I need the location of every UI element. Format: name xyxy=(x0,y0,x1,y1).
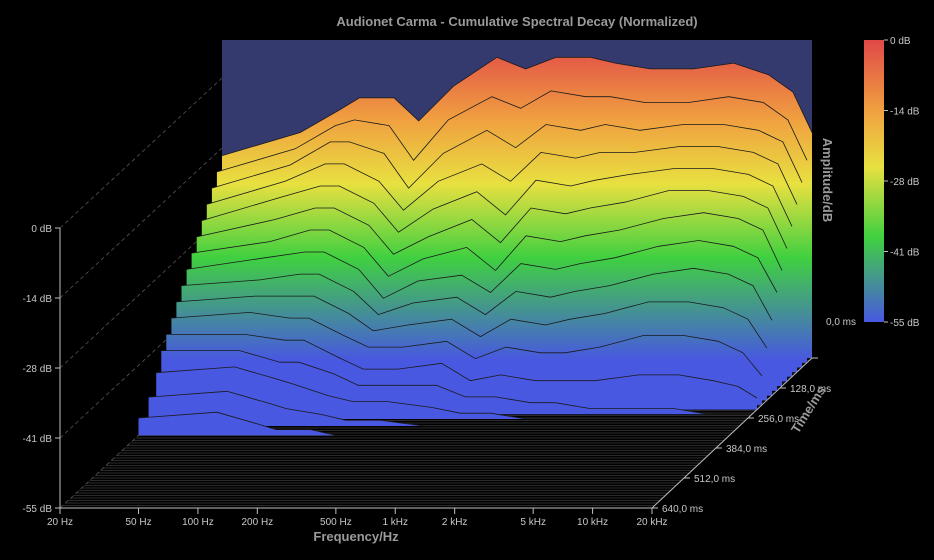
x-axis-title: Frequency/Hz xyxy=(313,529,399,544)
z-tick-label: 384,0 ms xyxy=(726,444,767,455)
x-tick-label: 20 kHz xyxy=(636,517,667,528)
chart-title: Audionet Carma - Cumulative Spectral Dec… xyxy=(336,14,697,29)
decay-slice-line xyxy=(138,411,730,436)
x-tick-label: 200 Hz xyxy=(241,517,273,528)
y-axis-title: Amplitude/dB xyxy=(820,138,835,223)
z-tick-label: 0,0 ms xyxy=(826,317,856,328)
amplitude-tick-labels: 0 dB -14 dB -28 dB -41 dB -55 dB xyxy=(23,224,60,515)
z-tick-label: 128,0 ms xyxy=(790,384,831,395)
decay-slice-line xyxy=(171,311,763,377)
guide-line xyxy=(59,217,223,369)
colorbar-tick-label: -41 dB xyxy=(890,248,920,259)
decay-slice-line xyxy=(156,366,747,420)
decay-slice-line xyxy=(206,146,798,211)
decay-slice-line xyxy=(216,90,808,173)
colorbar-tick-label: -28 dB xyxy=(890,177,920,188)
decay-slice-line xyxy=(181,267,773,321)
guide-line xyxy=(59,77,223,229)
x-tick-label: 5 kHz xyxy=(520,517,546,528)
x-tick-label: 100 Hz xyxy=(182,517,214,528)
colorbar-tick-label: -14 dB xyxy=(890,107,920,118)
x-tick-label: 2 kHz xyxy=(442,517,468,528)
x-tick-label: 50 Hz xyxy=(125,517,151,528)
z-tick-label: 512,0 ms xyxy=(694,474,735,485)
y-tick-label: -55 dB xyxy=(23,504,53,515)
decay-slice-line xyxy=(186,240,778,299)
y-tick-label: 0 dB xyxy=(31,224,52,235)
decay-slice-fill xyxy=(148,391,740,426)
decay-slices xyxy=(138,56,813,436)
decay-slice-line xyxy=(211,124,803,189)
decay-slice-line xyxy=(176,295,768,349)
time-axis-line xyxy=(651,357,813,509)
x-tick-label: 10 kHz xyxy=(577,517,608,528)
decay-slice-line xyxy=(201,168,793,233)
decay-slice-line xyxy=(161,350,752,415)
colorbar-tick-label: -55 dB xyxy=(890,318,920,329)
x-tick-label: 20 Hz xyxy=(47,517,73,528)
decay-slice-line xyxy=(191,212,783,277)
y-tick-label: -14 dB xyxy=(23,294,53,305)
decay-slice-line xyxy=(221,56,813,156)
z-tick-label: 256,0 ms xyxy=(758,414,799,425)
y-tick-label: -41 dB xyxy=(23,434,53,445)
z-tick-label: 640,0 ms xyxy=(662,504,703,515)
colorbar-tick-labels: 0 dB -14 dB -28 dB -41 dB -55 dB xyxy=(884,36,920,329)
colorbar-tick-label: 0 dB xyxy=(890,36,911,47)
decay-slice-line xyxy=(166,334,758,399)
x-tick-label: 1 kHz xyxy=(382,517,408,528)
time-tick-labels: 0,0 ms 128,0 ms 256,0 ms 384,0 ms 512,0 ms 64… xyxy=(652,317,856,515)
decay-slice-line xyxy=(148,390,740,427)
frequency-tick-labels: 20 Hz 50 Hz 100 Hz 200 Hz 500 Hz 1 kHz 2 kHz 5 … xyxy=(47,508,668,528)
y-tick-label: -28 dB xyxy=(23,364,53,375)
x-tick-label: 500 Hz xyxy=(320,517,352,528)
decay-slice-line xyxy=(196,190,788,255)
colorbar xyxy=(864,40,884,322)
guide-line xyxy=(59,147,223,299)
decay-slice-fill xyxy=(156,366,747,419)
